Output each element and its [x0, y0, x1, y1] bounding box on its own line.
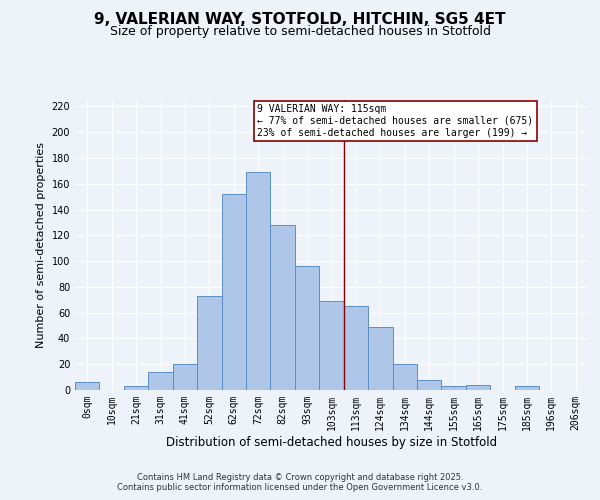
- Bar: [344, 306, 368, 390]
- Bar: [417, 380, 442, 390]
- X-axis label: Distribution of semi-detached houses by size in Stotfold: Distribution of semi-detached houses by …: [166, 436, 497, 448]
- Text: Contains public sector information licensed under the Open Government Licence v3: Contains public sector information licen…: [118, 484, 482, 492]
- Bar: [221, 194, 246, 390]
- Bar: [515, 386, 539, 390]
- Bar: [392, 364, 417, 390]
- Bar: [466, 385, 490, 390]
- Bar: [271, 225, 295, 390]
- Bar: [368, 327, 392, 390]
- Text: 9 VALERIAN WAY: 115sqm
← 77% of semi-detached houses are smaller (675)
23% of se: 9 VALERIAN WAY: 115sqm ← 77% of semi-det…: [257, 104, 533, 138]
- Bar: [442, 386, 466, 390]
- Bar: [148, 372, 173, 390]
- Bar: [75, 382, 100, 390]
- Text: 9, VALERIAN WAY, STOTFOLD, HITCHIN, SG5 4ET: 9, VALERIAN WAY, STOTFOLD, HITCHIN, SG5 …: [94, 12, 506, 28]
- Text: Contains HM Land Registry data © Crown copyright and database right 2025.: Contains HM Land Registry data © Crown c…: [137, 472, 463, 482]
- Bar: [319, 301, 344, 390]
- Y-axis label: Number of semi-detached properties: Number of semi-detached properties: [36, 142, 46, 348]
- Bar: [295, 266, 319, 390]
- Bar: [124, 386, 148, 390]
- Bar: [173, 364, 197, 390]
- Bar: [197, 296, 221, 390]
- Text: Size of property relative to semi-detached houses in Stotfold: Size of property relative to semi-detach…: [110, 25, 491, 38]
- Bar: [246, 172, 271, 390]
